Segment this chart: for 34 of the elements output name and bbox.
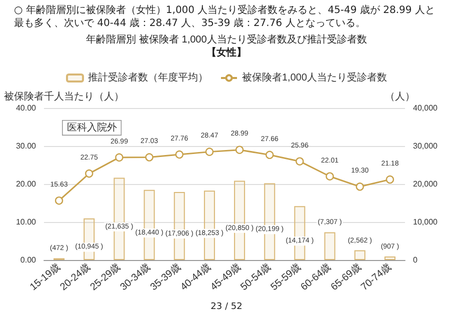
y2-tick-label: 20,000 bbox=[413, 180, 438, 188]
bar bbox=[324, 232, 336, 260]
y-tick-label: 40.00 bbox=[16, 104, 37, 112]
legend-label: 被保険者1,000人当たり受診者数 bbox=[242, 72, 388, 84]
y-tick-label: 10.00 bbox=[16, 218, 37, 226]
chart-title: 年齢階層別 被保険者 1,000人当たり受診者数及び推計受診者数 bbox=[86, 34, 367, 46]
bar bbox=[384, 256, 396, 260]
point bbox=[356, 182, 364, 191]
y2-tick-label: 10,000 bbox=[413, 218, 438, 226]
y-axis-title: 被保険者千人当たり（人） bbox=[4, 90, 124, 102]
y-tick-label: 0.00 bbox=[20, 256, 37, 264]
y2-tick-label: 30,000 bbox=[413, 142, 438, 150]
y2-tick-label: 0 bbox=[413, 256, 418, 264]
bar bbox=[354, 250, 366, 260]
point bbox=[175, 150, 184, 159]
point bbox=[296, 157, 304, 166]
point bbox=[145, 153, 154, 162]
y2-tick-label: 40,000 bbox=[413, 104, 438, 112]
point bbox=[54, 196, 64, 205]
point bbox=[235, 146, 244, 154]
y2-axis-title: （人） bbox=[385, 92, 415, 102]
chart-subtitle: 【女性】 bbox=[206, 46, 246, 58]
y-tick-label: 30.00 bbox=[16, 142, 37, 150]
text: ○ 年齢階層別に被保険者（女性）1,000 人当たり受診者数をみると、45-49 歳が 28.99 人と最も多く、次いで 40-44 歳：28.47 人、35-39 歳：27.76 人となっている。 bbox=[14, 4, 436, 30]
y-tick-label: 20.00 bbox=[16, 180, 37, 188]
point bbox=[266, 150, 274, 159]
point bbox=[386, 175, 394, 184]
point bbox=[326, 172, 334, 180]
point bbox=[85, 169, 94, 178]
point bbox=[115, 153, 124, 162]
annotation: 医科入院外 bbox=[66, 121, 117, 134]
legend-label: 推計受診者数（年度平均） bbox=[88, 72, 208, 84]
text: 23 / 52 bbox=[210, 302, 244, 312]
point bbox=[205, 148, 214, 156]
